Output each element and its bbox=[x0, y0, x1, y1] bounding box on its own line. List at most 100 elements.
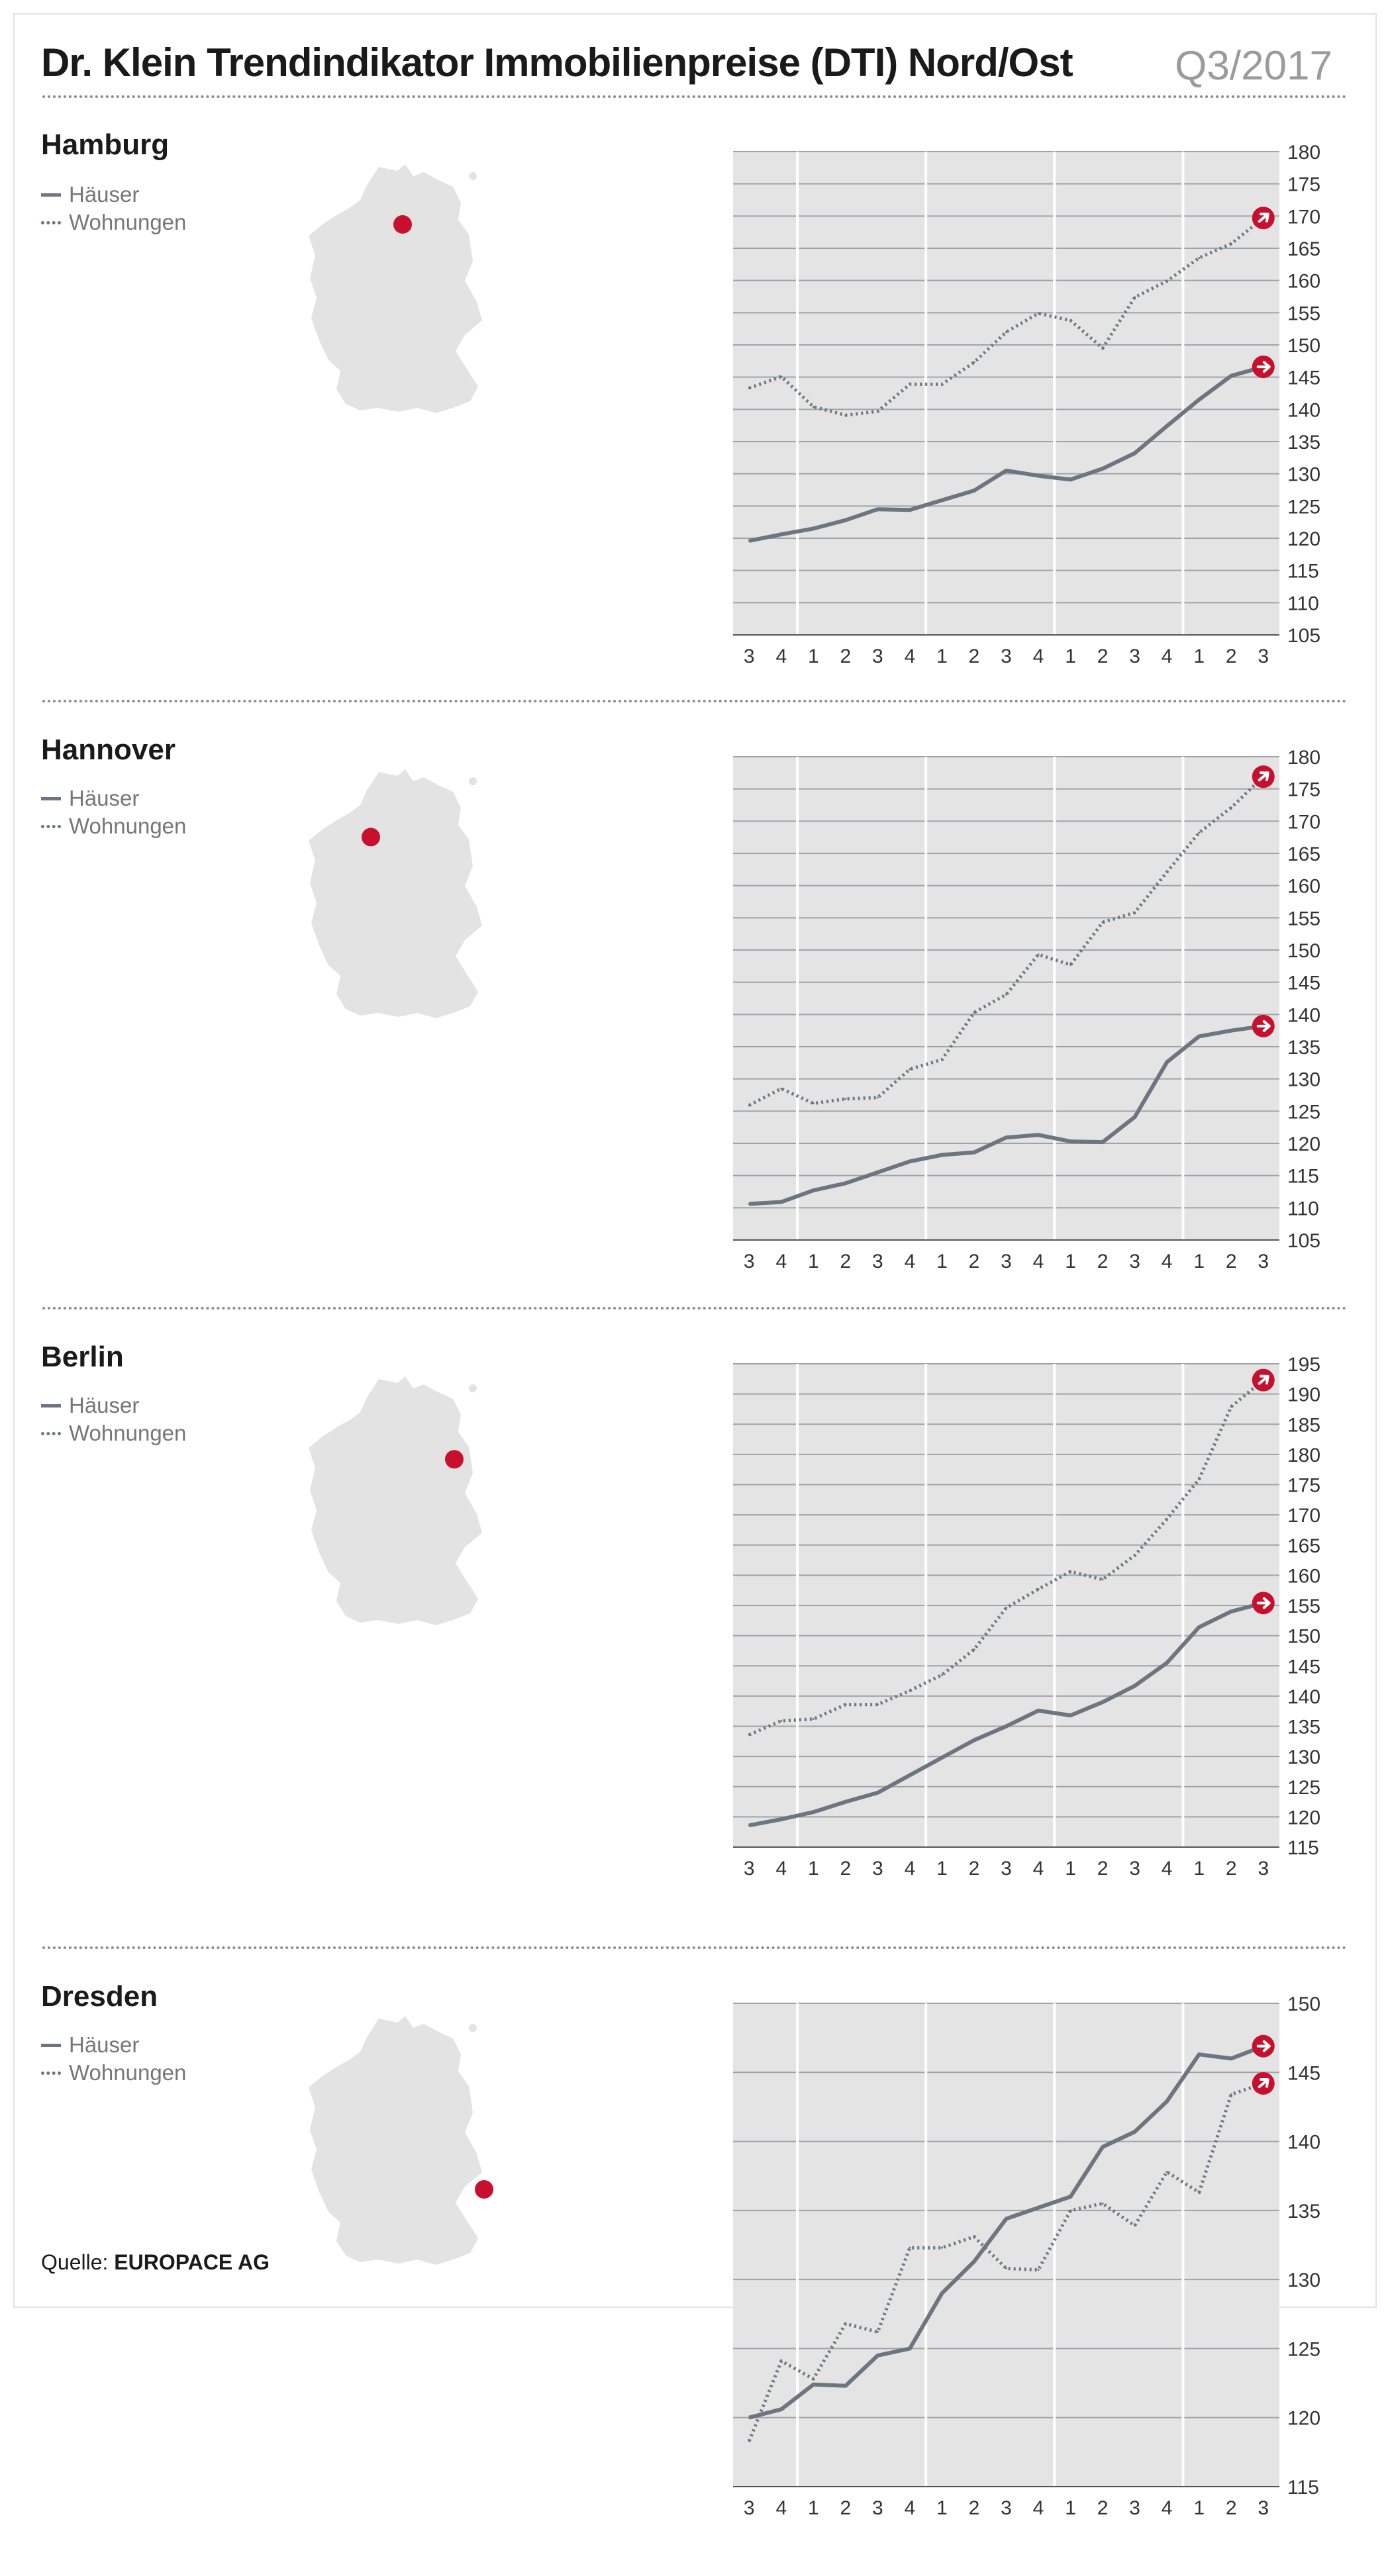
legend-houses-label: Häuser bbox=[69, 182, 140, 207]
data-point bbox=[844, 1801, 847, 1803]
data-point bbox=[876, 410, 879, 412]
data-point bbox=[940, 2246, 943, 2249]
data-point bbox=[1005, 1725, 1007, 1727]
data-point bbox=[1005, 2217, 1007, 2220]
data-point bbox=[1037, 475, 1040, 477]
data-point bbox=[1101, 1701, 1104, 1703]
germany-outline-icon bbox=[309, 164, 482, 413]
data-point bbox=[780, 1818, 783, 1821]
y-tick-label: 140 bbox=[1287, 1686, 1320, 1708]
x-tick-label: 3 bbox=[1258, 2497, 1269, 2519]
y-tick-label: 150 bbox=[1287, 1993, 1320, 2015]
y-tick-label: 190 bbox=[1287, 1384, 1320, 1406]
data-point bbox=[1101, 1578, 1104, 1581]
data-point bbox=[1101, 347, 1104, 350]
data-point bbox=[1230, 2057, 1232, 2060]
legend-apartments: Wohnungen bbox=[41, 2060, 186, 2086]
x-tick-label: 2 bbox=[969, 2497, 980, 2519]
y-tick-label: 115 bbox=[1287, 1166, 1319, 1188]
data-point bbox=[748, 540, 750, 542]
x-tick-label: 4 bbox=[1162, 1251, 1173, 1272]
legend-houses-label: Häuser bbox=[69, 2032, 140, 2057]
dotted-separator bbox=[42, 1946, 1347, 1949]
x-tick-label: 3 bbox=[744, 2497, 755, 2519]
y-tick-label: 145 bbox=[1287, 973, 1320, 994]
arrow-icon bbox=[1256, 361, 1271, 373]
x-tick-label: 1 bbox=[936, 1858, 948, 1880]
data-point bbox=[1037, 1133, 1040, 1136]
data-point bbox=[973, 1739, 975, 1741]
data-point bbox=[780, 1719, 783, 1722]
panel-hamburg: Hamburg Häuser Wohnungen 105 110 115 120 125… bbox=[15, 128, 1375, 724]
x-tick-label: 3 bbox=[744, 645, 755, 667]
page-title: Dr. Klein Trendindikator Immobilienpreis… bbox=[41, 40, 1073, 85]
arrow-head bbox=[1262, 1020, 1271, 1032]
y-tick-label: 165 bbox=[1287, 238, 1320, 260]
data-point bbox=[1198, 257, 1201, 260]
data-point bbox=[780, 375, 783, 378]
y-tick-label: 160 bbox=[1287, 876, 1320, 898]
data-point bbox=[1166, 2100, 1168, 2103]
data-point bbox=[1005, 1607, 1007, 1609]
legend-apartments: Wohnungen bbox=[41, 1420, 186, 1447]
x-tick-label: 4 bbox=[1033, 2497, 1044, 2519]
data-point bbox=[812, 405, 815, 408]
y-tick-label: 180 bbox=[1287, 1445, 1320, 1466]
y-tick-label: 135 bbox=[1287, 1717, 1320, 1739]
legend-apartments: Wohnungen bbox=[41, 209, 186, 236]
legend-houses: Häuser bbox=[41, 2032, 139, 2058]
line-chart: 105 110 115 120 125 130 135 140 145 150 155 160 165 1… bbox=[733, 142, 1320, 667]
y-tick-label: 125 bbox=[1287, 496, 1320, 518]
y-tick-label: 120 bbox=[1287, 528, 1320, 550]
data-point bbox=[973, 2235, 975, 2238]
arrow-icon bbox=[1258, 2077, 1269, 2089]
y-tick-label: 145 bbox=[1287, 2062, 1320, 2084]
data-point bbox=[1037, 2269, 1040, 2271]
data-point bbox=[748, 387, 750, 389]
data-point bbox=[1069, 2195, 1072, 2198]
y-tick-label: 135 bbox=[1287, 2201, 1320, 2222]
x-tick-label: 2 bbox=[1097, 645, 1109, 667]
data-point bbox=[940, 383, 943, 385]
period-label: Q3/2017 bbox=[1175, 43, 1332, 89]
dotted-separator bbox=[42, 700, 1347, 702]
arrow-shaft bbox=[1258, 2078, 1269, 2089]
data-point bbox=[1037, 1709, 1040, 1712]
y-tick-label: 120 bbox=[1287, 2408, 1320, 2430]
data-point bbox=[909, 1160, 911, 1163]
source-value: EUROPACE AG bbox=[114, 2250, 270, 2274]
x-tick-label: 1 bbox=[1065, 1251, 1076, 1272]
data-point bbox=[909, 1774, 911, 1776]
city-title: Berlin bbox=[41, 1341, 124, 1373]
x-tick-label: 4 bbox=[775, 1858, 787, 1880]
y-tick-label: 175 bbox=[1287, 174, 1320, 196]
x-tick-label: 3 bbox=[1129, 2497, 1140, 2519]
data-point bbox=[1101, 2202, 1104, 2205]
data-point bbox=[973, 489, 975, 492]
x-tick-label: 4 bbox=[1033, 1251, 1044, 1272]
data-point bbox=[780, 1201, 783, 1204]
data-point bbox=[940, 1154, 943, 1157]
data-point bbox=[748, 2416, 750, 2419]
x-tick-label: 2 bbox=[1226, 1858, 1237, 1880]
data-point bbox=[748, 1104, 750, 1107]
trend-arrow-icon bbox=[1252, 207, 1275, 230]
trend-arrow-icon bbox=[1252, 765, 1275, 788]
x-tick-label: 4 bbox=[905, 2497, 916, 2519]
data-point bbox=[844, 2322, 847, 2325]
x-tick-label: 3 bbox=[1001, 645, 1012, 667]
x-tick-label: 3 bbox=[1258, 645, 1269, 667]
data-point bbox=[1134, 452, 1136, 455]
data-point bbox=[1134, 1554, 1136, 1556]
data-point bbox=[1198, 1035, 1201, 1037]
data-point bbox=[812, 527, 815, 530]
data-point bbox=[1198, 2053, 1201, 2056]
y-tick-label: 145 bbox=[1287, 367, 1320, 389]
data-point bbox=[1198, 399, 1201, 401]
data-point bbox=[1101, 1141, 1104, 1143]
x-tick-label: 3 bbox=[1001, 1858, 1012, 1880]
x-tick-label: 3 bbox=[872, 645, 883, 667]
germany-outline-icon bbox=[309, 2016, 482, 2265]
data-point bbox=[1198, 832, 1201, 834]
dotted-line-swatch bbox=[41, 2071, 61, 2075]
